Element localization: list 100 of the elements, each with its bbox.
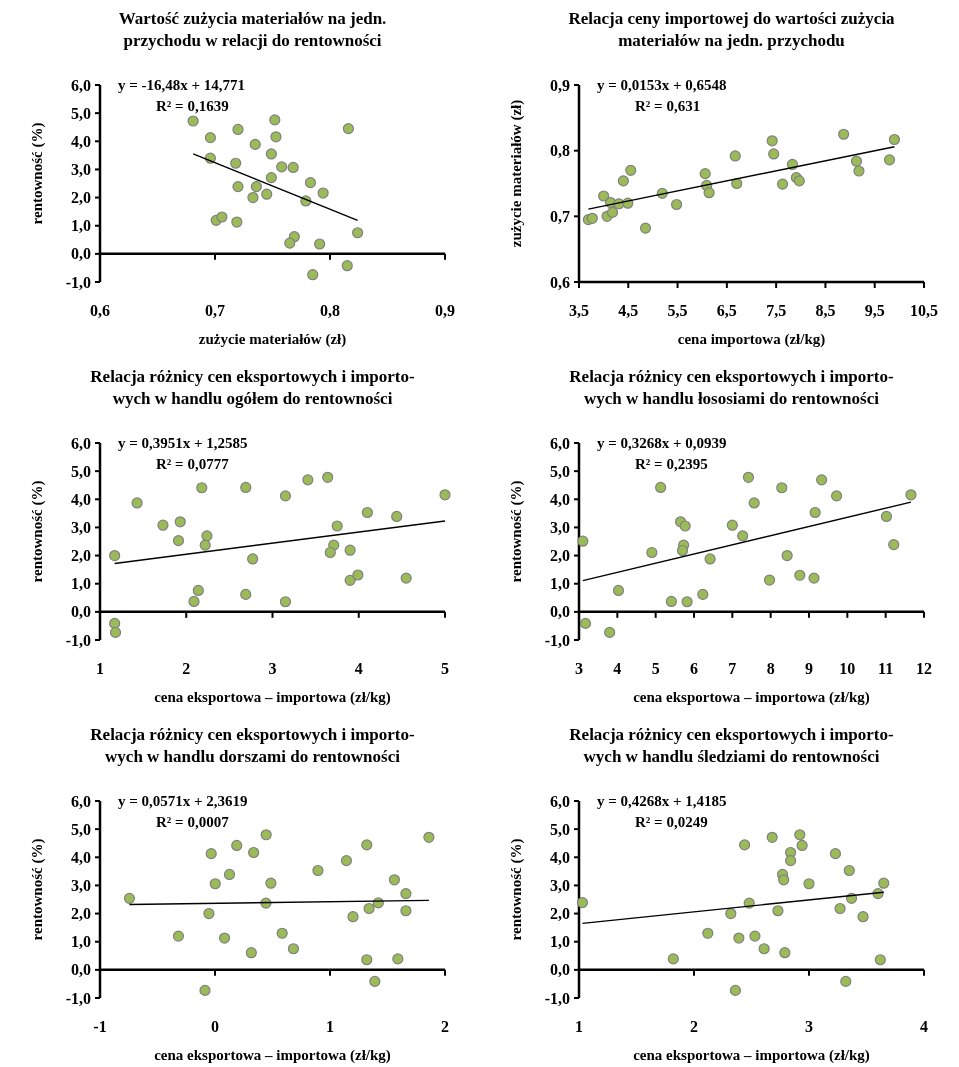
- x-tick-label: 3: [575, 660, 583, 677]
- x-tick-label: 0,7: [205, 302, 225, 319]
- y-tick-label: 0,9: [550, 76, 570, 94]
- x-tick-label: 4,5: [618, 302, 639, 319]
- chart-title: Relacja ceny importowej do wartości zużycia materiałów na jedn. przychodu: [568, 9, 896, 50]
- y-tick-label: 6,0: [71, 792, 91, 810]
- x-tick-label: 3,5: [569, 302, 589, 319]
- y-tick-label: 6,0: [71, 76, 91, 94]
- y-tick-label: 3,0: [71, 877, 91, 895]
- x-tick-label: 7,5: [766, 302, 787, 319]
- x-tick-label: 11: [878, 660, 894, 677]
- y-tick-label: 4,0: [550, 490, 570, 508]
- y-axis-title: rentowność (%): [29, 480, 46, 583]
- x-tick-label: 4: [613, 660, 622, 677]
- y-tick-label: 0,0: [550, 961, 570, 979]
- y-tick-label: 2,0: [71, 189, 91, 207]
- y-tick-label: -1,0: [65, 631, 91, 649]
- annotation: y = 0,0153x + 0,6548: [597, 77, 727, 93]
- y-tick-label: 0,0: [71, 961, 91, 979]
- y-tick-label: 4,0: [71, 848, 91, 866]
- y-tick-label: 1,0: [550, 933, 570, 951]
- chart-title: Relacja różnicy cen eksportowych i importo- wych w handlu dorszami do rentowności: [90, 725, 415, 766]
- x-axis-title: cena eksportowa – importowa (zł/kg): [633, 689, 870, 706]
- y-tick-label: 0,7: [550, 207, 570, 225]
- annotation: y = 0,0571x + 2,3619: [118, 793, 248, 809]
- y-tick-label: 5,0: [550, 462, 570, 480]
- annotation: R² = 0,1639: [156, 98, 229, 114]
- x-tick-label: 9: [805, 660, 813, 677]
- annotation: R² = 0,0007: [156, 814, 230, 830]
- y-tick-label: 3,0: [71, 161, 91, 179]
- y-tick-label: 1,0: [71, 217, 91, 235]
- y-tick-label: 6,0: [550, 434, 570, 452]
- y-tick-label: 0,8: [550, 142, 570, 160]
- x-tick-label: 10: [839, 660, 856, 677]
- y-tick-label: 0,6: [550, 273, 570, 291]
- y-tick-label: 6,0: [71, 434, 91, 452]
- x-tick-label: 12: [916, 660, 932, 677]
- y-tick-label: 2,0: [550, 547, 570, 565]
- y-tick-label: 5,0: [71, 820, 91, 838]
- annotation: R² = 0,0249: [635, 814, 708, 830]
- x-tick-label: 2: [182, 660, 191, 677]
- x-tick-label: 0,9: [435, 302, 455, 319]
- x-axis-title: cena eksportowa – importowa (zł/kg): [633, 1047, 870, 1064]
- annotation: y = 0,3951x + 1,2585: [118, 435, 248, 451]
- y-tick-label: -1,0: [544, 989, 570, 1007]
- y-tick-label: 4,0: [71, 490, 91, 508]
- x-tick-label: 1: [575, 1018, 583, 1035]
- y-tick-label: 0,0: [71, 603, 91, 621]
- y-tick-label: 2,0: [71, 547, 91, 565]
- y-tick-label: 1,0: [71, 575, 91, 593]
- chart-title: Relacja różnicy cen eksportowych i importo- wych w handlu śledziami do rentowności: [569, 725, 894, 766]
- y-tick-label: 1,0: [71, 933, 91, 951]
- y-tick-label: 2,0: [71, 905, 91, 923]
- x-tick-label: 0: [211, 1018, 219, 1035]
- annotation: y = -16,48x + 14,771: [118, 77, 246, 93]
- x-axis-title: cena eksportowa – importowa (zł/kg): [154, 1047, 391, 1064]
- y-tick-label: 5,0: [550, 820, 570, 838]
- y-axis-title: zużycie materiałów (zł): [508, 99, 525, 248]
- y-axis-title: rentowność (%): [508, 838, 525, 941]
- y-tick-label: 2,0: [550, 905, 570, 923]
- x-tick-label: -1: [93, 1018, 107, 1035]
- x-tick-label: 4: [354, 660, 363, 677]
- x-tick-label: 4: [920, 1018, 928, 1035]
- y-tick-label: 6,0: [550, 792, 570, 810]
- x-tick-label: 6: [690, 660, 698, 677]
- chart-title: Wartość zużycia materiałów na jedn. przychodu w relacji do rentowności: [118, 9, 387, 50]
- x-axis-title: cena eksportowa – importowa (zł/kg): [154, 689, 391, 706]
- y-tick-label: 3,0: [550, 877, 570, 895]
- y-tick-label: 4,0: [71, 132, 91, 150]
- x-tick-label: 8,5: [815, 302, 836, 319]
- y-tick-label: 5,0: [71, 104, 91, 122]
- annotation: R² = 0,2395: [635, 456, 708, 472]
- x-tick-label: 1: [326, 1018, 334, 1035]
- x-axis-title: zużycie materiałów (zł): [198, 331, 347, 348]
- x-tick-label: 7: [728, 660, 737, 677]
- x-tick-label: 0,6: [90, 302, 110, 319]
- annotation: R² = 0,631: [635, 98, 701, 114]
- annotation: R² = 0,0777: [156, 456, 230, 472]
- x-tick-label: 8: [766, 660, 775, 677]
- y-tick-label: 0,0: [550, 603, 570, 621]
- x-tick-label: 5: [651, 660, 660, 677]
- x-tick-label: 2: [690, 1018, 698, 1035]
- y-tick-label: 1,0: [550, 575, 570, 593]
- y-tick-label: 4,0: [550, 848, 570, 866]
- chart-title: Relacja różnicy cen eksportowych i importo- wych w handlu ogółem do rentowności: [90, 367, 415, 408]
- annotation: y = 0,4268x + 1,4185: [597, 793, 727, 809]
- x-tick-label: 3: [805, 1018, 813, 1035]
- y-tick-label: -1,0: [65, 989, 91, 1007]
- x-tick-label: 3: [268, 660, 277, 677]
- x-tick-label: 5: [441, 660, 449, 677]
- x-tick-label: 0,8: [320, 302, 340, 319]
- x-tick-label: 9,5: [864, 302, 885, 319]
- x-axis-title: cena importowa (zł/kg): [677, 331, 826, 348]
- x-tick-label: 10,5: [910, 302, 938, 319]
- y-tick-label: 5,0: [71, 462, 91, 480]
- annotation: y = 0,3268x + 0,0939: [597, 435, 727, 451]
- x-tick-label: 2: [441, 1018, 449, 1035]
- x-tick-label: 6,5: [716, 302, 737, 319]
- x-tick-label: 1: [96, 660, 104, 677]
- y-axis-title: rentowność (%): [29, 838, 46, 941]
